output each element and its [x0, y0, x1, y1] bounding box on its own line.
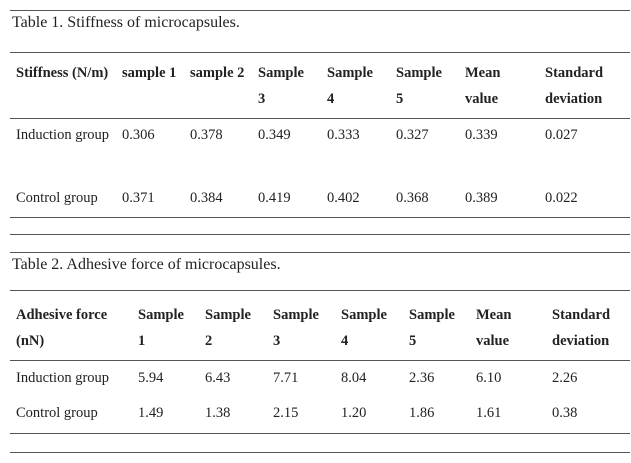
header-cell: Sample 2 — [205, 307, 251, 349]
table-cell: 0.384 — [190, 190, 223, 206]
table-cell: 1.49 — [138, 405, 164, 421]
table-cell: 7.71 — [273, 370, 299, 386]
table-cell: 0.027 — [545, 127, 578, 143]
header-cell: Adhesive force (nN) — [16, 307, 108, 349]
table-cell: 6.43 — [205, 370, 231, 386]
rule — [10, 360, 630, 361]
header-cell: sample 1 — [122, 65, 177, 81]
table-cell: 1.38 — [205, 405, 231, 421]
table-cell: 2.36 — [409, 370, 435, 386]
rule — [10, 118, 630, 119]
header-cell: Sample 3 — [273, 307, 319, 349]
table-cell: 0.419 — [258, 190, 291, 206]
table-cell: 0.378 — [190, 127, 223, 143]
header-cell: Standard deviation — [545, 65, 604, 107]
rule — [10, 290, 630, 291]
rule — [10, 217, 630, 218]
header-cell: Sample 4 — [341, 307, 387, 349]
table-cell: 1.20 — [341, 405, 367, 421]
table-cell: 0.339 — [465, 127, 498, 143]
table-cell: 0.327 — [396, 127, 429, 143]
header-cell: Mean value — [476, 307, 512, 349]
table-cell: 0.38 — [552, 405, 578, 421]
table-cell: 0.022 — [545, 190, 578, 206]
table-cell: 1.61 — [476, 405, 502, 421]
rule — [10, 433, 630, 434]
table-cell: 0.371 — [122, 190, 155, 206]
rule — [10, 452, 630, 453]
rule — [10, 234, 630, 235]
table-cell: Control group — [16, 405, 98, 421]
table-cell: Induction group — [16, 370, 110, 386]
header-cell: Stiffness (N/m) — [16, 65, 109, 81]
table-cell: 1.86 — [409, 405, 435, 421]
header-cell: sample 2 — [190, 65, 245, 81]
header-cell: Sample 5 — [396, 65, 442, 107]
table-cell: 5.94 — [138, 370, 164, 386]
table-cell: 0.306 — [122, 127, 155, 143]
header-cell: Sample 3 — [258, 65, 304, 107]
table-title: Table 2. Adhesive force of microcapsules… — [12, 256, 281, 273]
rule — [10, 52, 630, 53]
table-cell: 2.26 — [552, 370, 578, 386]
table-cell: 0.402 — [327, 190, 360, 206]
table-cell: 0.389 — [465, 190, 498, 206]
header-cell: Sample 4 — [327, 65, 373, 107]
table-cell: Control group — [16, 190, 98, 206]
header-cell: Sample 1 — [138, 307, 184, 349]
table-cell: 0.349 — [258, 127, 291, 143]
rule — [10, 10, 630, 11]
table-cell: 8.04 — [341, 370, 367, 386]
table-cell: 0.333 — [327, 127, 360, 143]
table-cell: Induction group — [16, 127, 110, 143]
table-cell: 0.368 — [396, 190, 429, 206]
table-title: Table 1. Stiffness of microcapsules. — [12, 14, 240, 31]
header-cell: Sample 5 — [409, 307, 455, 349]
rule — [10, 252, 630, 253]
table-cell: 6.10 — [476, 370, 502, 386]
table-cell: 2.15 — [273, 405, 299, 421]
header-cell: Standard deviation — [552, 307, 611, 349]
header-cell: Mean value — [465, 65, 501, 107]
